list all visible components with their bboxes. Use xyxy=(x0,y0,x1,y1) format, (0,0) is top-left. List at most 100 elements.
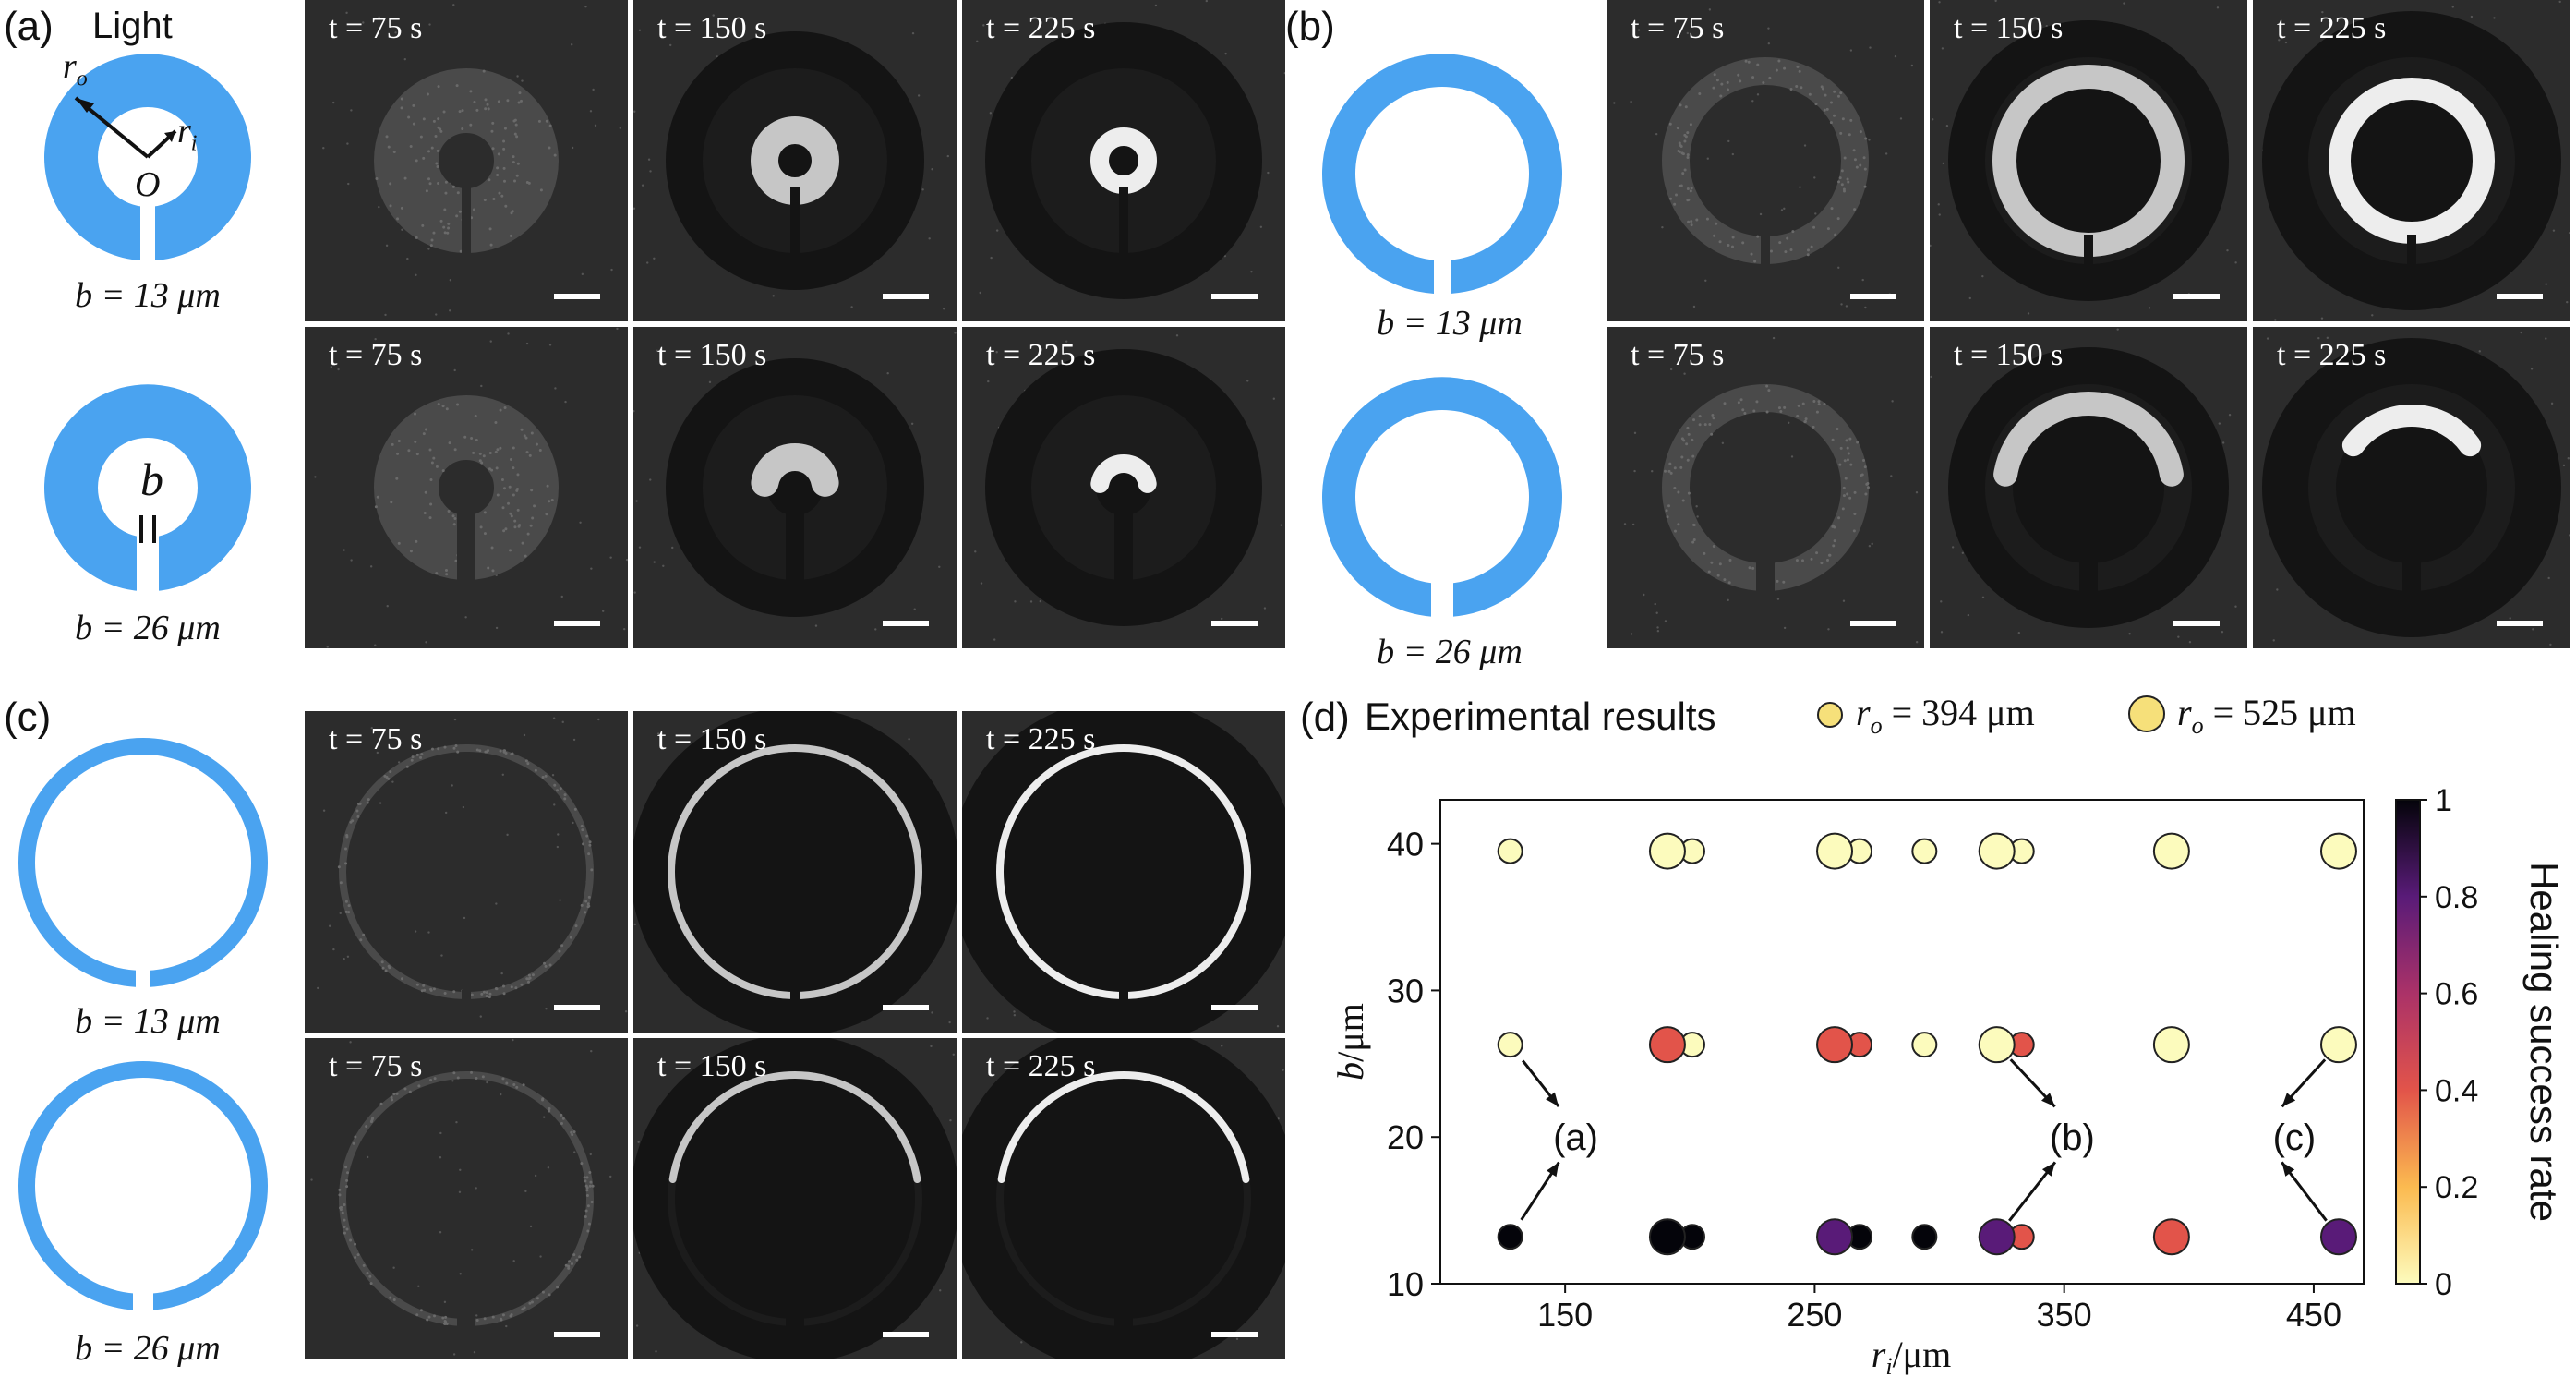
plot-frame xyxy=(1439,799,2365,1285)
data-point-ro-394 xyxy=(1497,1224,1523,1250)
micrograph-image xyxy=(310,1038,612,1356)
micrograph-a-r1-c2: t = 150 s xyxy=(633,0,957,321)
colorbar-tick-label: 0.8 xyxy=(2435,880,2478,915)
center-symbol: O xyxy=(135,165,161,204)
ri-symbol: ri xyxy=(177,112,198,156)
micrograph-c-r2-c1: t = 75 s xyxy=(305,1038,628,1359)
time-label: t = 75 s xyxy=(329,338,423,372)
data-point-ro-525 xyxy=(2319,1218,2357,1256)
micrograph-c-r2-c3: t = 225 s xyxy=(962,1038,1285,1359)
time-label: t = 225 s xyxy=(986,11,1096,45)
arrow-annotation-label: (c) xyxy=(2273,1117,2317,1158)
scale-bar xyxy=(1211,1332,1258,1337)
arrow-annotation-label: (b) xyxy=(2050,1117,2095,1158)
arrow-head xyxy=(1547,1162,1559,1178)
data-point-ro-394 xyxy=(1911,1224,1938,1250)
schematic-a-bottom xyxy=(44,384,251,598)
time-label: t = 150 s xyxy=(657,11,767,45)
legend-label-525: ro = 525 μm xyxy=(2177,692,2356,739)
micrograph-b-r1-c1: t = 75 s xyxy=(1607,0,1924,321)
panel-a-label: (a) xyxy=(4,4,54,49)
scale-bar xyxy=(554,621,600,626)
data-point-ro-525 xyxy=(1816,832,1854,870)
data-point-ro-525 xyxy=(1648,832,1686,870)
panel-c-label: (c) xyxy=(4,694,52,740)
micrograph-image xyxy=(314,327,628,648)
micrograph-grid-c: t = 75 s t = 150 s t = 225 s t = 75 s t = 15… xyxy=(305,711,1288,1362)
x-tick-label: 350 xyxy=(2037,1296,2092,1334)
x-axis-label: ri/μm xyxy=(1872,1334,1951,1380)
scale-bar xyxy=(2497,294,2543,299)
b-label-a-bottom: b = 26 μm xyxy=(75,609,221,647)
data-point-ro-394 xyxy=(1911,838,1938,864)
schematic-b-bottom xyxy=(1322,377,1562,624)
micrograph-c-r1-c3: t = 225 s xyxy=(962,711,1285,1033)
b-label-c-bottom: b = 26 μm xyxy=(75,1329,221,1368)
time-label: t = 75 s xyxy=(1631,338,1725,372)
arrow-head xyxy=(2041,1162,2055,1177)
scale-bar xyxy=(1211,1005,1258,1010)
micrograph-image xyxy=(633,14,949,310)
time-label: t = 75 s xyxy=(329,1049,423,1083)
y-tick-label: 40 xyxy=(1387,826,1424,864)
time-label: t = 150 s xyxy=(1954,11,2064,45)
data-point-ro-525 xyxy=(1648,1026,1686,1064)
data-point-ro-394 xyxy=(1497,838,1523,864)
micrograph-image xyxy=(1613,8,1914,309)
scale-bar xyxy=(554,1005,600,1010)
micrograph-image xyxy=(2262,331,2570,646)
legend-marker-large xyxy=(2128,695,2165,732)
x-tick-label: 450 xyxy=(2286,1296,2341,1334)
micrograph-c-r2-c2: t = 150 s xyxy=(633,1038,957,1359)
time-label: t = 225 s xyxy=(986,722,1096,756)
micrograph-b-r1-c3: t = 225 s xyxy=(2253,0,2570,321)
scale-bar xyxy=(2173,294,2220,299)
colorbar-label: Healing success rate xyxy=(2522,862,2566,1222)
time-label: t = 150 s xyxy=(657,722,767,756)
time-label: t = 150 s xyxy=(657,338,767,372)
data-point-ro-525 xyxy=(1978,1218,2016,1256)
micrograph-c-r1-c2: t = 150 s xyxy=(633,711,957,1033)
time-label: t = 75 s xyxy=(329,11,423,45)
arrow-head xyxy=(2281,1093,2296,1107)
micrograph-b-r1-c2: t = 150 s xyxy=(1930,0,2247,321)
time-label: t = 225 s xyxy=(986,1049,1096,1083)
colorbar-tick-label: 0.2 xyxy=(2435,1170,2478,1205)
micrograph-image xyxy=(1623,336,1919,644)
micrograph-a-r2-c2: t = 150 s xyxy=(633,327,957,648)
micrograph-a-r2-c3: t = 225 s xyxy=(962,327,1285,648)
x-tick-label: 250 xyxy=(1787,1296,1842,1334)
light-label: Light xyxy=(92,6,173,46)
micrograph-image xyxy=(633,332,957,631)
data-point-ro-525 xyxy=(2319,832,2357,870)
panel-d-label: (d) xyxy=(1300,694,1350,740)
schematic-c-top xyxy=(18,738,268,999)
data-point-ro-525 xyxy=(1816,1218,1854,1256)
micrograph-image xyxy=(633,711,957,1033)
scale-bar xyxy=(2173,621,2220,626)
b-label-b-bottom: b = 26 μm xyxy=(1377,633,1523,671)
micrograph-image xyxy=(962,711,1285,1033)
legend-label-394: ro = 394 μm xyxy=(1856,692,2035,739)
data-point-ro-525 xyxy=(2152,832,2190,870)
micrograph-b-r2-c1: t = 75 s xyxy=(1607,327,1924,648)
micrograph-c-r1-c1: t = 75 s xyxy=(305,711,628,1033)
data-point-ro-525 xyxy=(1816,1026,1854,1064)
time-label: t = 150 s xyxy=(1954,338,2064,372)
scale-bar xyxy=(1850,621,1896,626)
time-label: t = 75 s xyxy=(329,722,423,756)
micrograph-image xyxy=(974,334,1282,641)
colorbar-tick-label: 0 xyxy=(2435,1267,2452,1302)
b-label-c-top: b = 13 μm xyxy=(75,1002,221,1041)
schematic-b-top xyxy=(1322,54,1562,301)
time-label: t = 225 s xyxy=(986,338,1096,372)
data-point-ro-394 xyxy=(1497,1032,1523,1058)
micrograph-b-r2-c2: t = 150 s xyxy=(1930,327,2247,648)
chart-title: Experimental results xyxy=(1365,694,1716,738)
scale-bar xyxy=(883,621,929,626)
micrograph-image xyxy=(976,0,1285,299)
data-point-ro-525 xyxy=(2319,1026,2357,1064)
micrograph-image xyxy=(962,1038,1285,1359)
scale-bar xyxy=(554,1332,600,1337)
micrograph-image xyxy=(322,4,622,317)
